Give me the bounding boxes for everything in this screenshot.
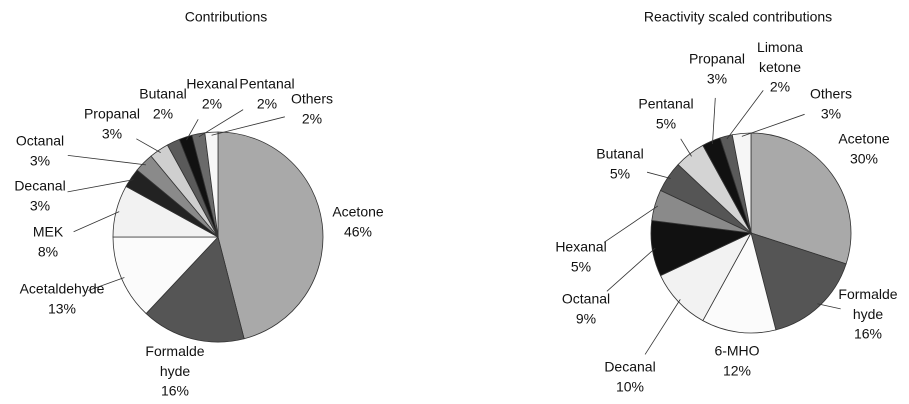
slice-label: Limona ketone <box>757 39 803 75</box>
chart-title: Contributions <box>185 9 268 25</box>
slice-label: Acetone <box>838 131 890 147</box>
leader-line <box>741 113 805 137</box>
slice-value-label: 2% <box>770 79 790 95</box>
slice-label: Decanal <box>604 359 655 375</box>
slice-value-label: 16% <box>854 326 882 342</box>
pie-slice <box>145 236 245 343</box>
slice-label: Propanal <box>84 106 140 122</box>
slice-value-label: 5% <box>656 116 676 132</box>
slice-value-label: 3% <box>30 153 50 169</box>
slice-label: Others <box>291 91 333 107</box>
leader-line <box>680 138 692 157</box>
leader-line <box>644 299 681 355</box>
pie-slice <box>702 231 777 334</box>
pie-slice <box>217 131 324 340</box>
leader-line <box>136 138 161 153</box>
slice-value-label: 13% <box>48 301 76 317</box>
slice-label: Pentanal <box>638 96 693 112</box>
pie-slice <box>750 232 847 331</box>
slice-label: Formalde hyde <box>145 343 204 379</box>
slice-label: Acetaldehyde <box>20 281 105 297</box>
slice-value-label: 3% <box>707 71 727 87</box>
slice-label: Hexanal <box>186 76 237 92</box>
pie-slice <box>750 132 852 265</box>
slice-label: Formalde hyde <box>838 286 897 322</box>
slice-value-label: 16% <box>161 383 189 399</box>
leader-line <box>726 90 764 140</box>
leader-line <box>67 154 146 166</box>
leader-line <box>646 171 671 179</box>
slice-value-label: 2% <box>202 96 222 112</box>
slice-value-label: 5% <box>610 166 630 182</box>
leader-line <box>186 119 199 141</box>
leader-line <box>606 247 656 292</box>
leader-line <box>88 277 125 291</box>
slice-value-label: 30% <box>850 151 878 167</box>
leader-line <box>603 205 659 243</box>
pie-slice <box>204 131 219 238</box>
slice-value-label: 8% <box>38 244 58 260</box>
slice-value-label: 12% <box>723 363 751 379</box>
slice-value-label: 3% <box>30 198 50 214</box>
slice-value-label: 5% <box>571 259 591 275</box>
slice-value-label: 2% <box>153 106 173 122</box>
slice-value-label: 9% <box>576 311 596 327</box>
slice-label: Decanal <box>14 178 65 194</box>
chart-title: Reactivity scaled contributions <box>644 9 832 25</box>
slice-value-label: 3% <box>102 126 122 142</box>
slice-value-label: 10% <box>616 379 644 395</box>
slice-value-label: 46% <box>344 224 372 240</box>
slice-value-label: 2% <box>257 96 277 112</box>
leader-line <box>712 97 716 145</box>
leader-line <box>211 116 285 136</box>
slice-label: Acetone <box>332 204 384 220</box>
leader-line <box>67 179 134 193</box>
slice-value-label: 2% <box>302 111 322 127</box>
slice-label: Octanal <box>562 291 610 307</box>
slice-label: Propanal <box>689 51 745 67</box>
slice-label: Others <box>810 86 852 102</box>
slice-label: Octanal <box>16 133 64 149</box>
slice-value-label: 3% <box>821 106 841 122</box>
slice-label: Pentanal <box>239 76 294 92</box>
leader-line <box>73 211 120 233</box>
slice-label: MEK <box>33 224 64 240</box>
leader-line <box>817 303 841 310</box>
slice-label: Hexanal <box>555 239 606 255</box>
slice-label: Butanal <box>139 86 186 102</box>
slice-label: Butanal <box>596 146 643 162</box>
slice-label: 6-MHO <box>714 343 759 359</box>
